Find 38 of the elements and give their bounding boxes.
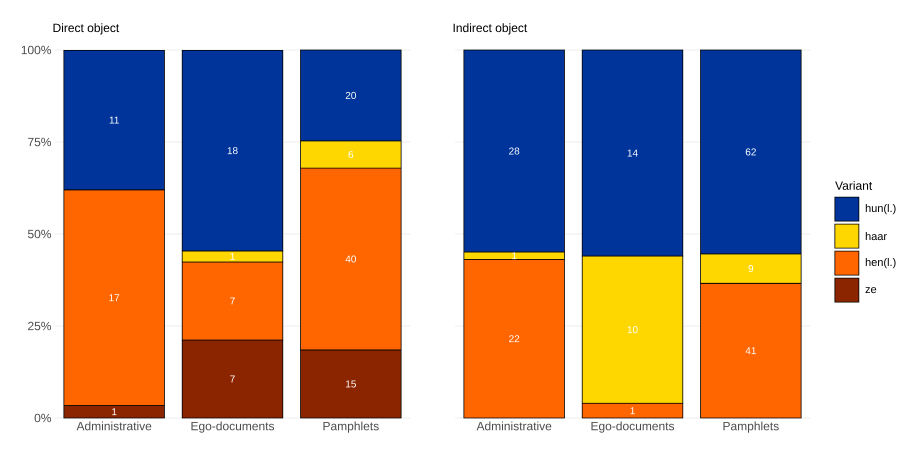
y-tick-label: 75%: [28, 138, 52, 146]
y-tick-label: 100%: [22, 46, 52, 54]
annotation: 6: [348, 150, 354, 158]
annotation: 28: [509, 147, 520, 155]
annotation: 7: [230, 298, 235, 304]
annotation: 1: [512, 252, 516, 260]
annotation: 41: [746, 347, 756, 354]
annotation: 15: [346, 380, 356, 388]
annotation: 1: [630, 407, 635, 414]
x-tick-label: Administrative: [76, 422, 152, 430]
annotation: 18: [228, 147, 238, 154]
y-tick-label: 0%: [34, 414, 52, 422]
annotation: 20: [346, 92, 356, 99]
annotation: 40: [346, 255, 356, 263]
annotation: 22: [509, 335, 520, 342]
legend-title: Variant: [835, 181, 872, 190]
annotation: 7: [230, 376, 235, 382]
x-tick-label: Ego-documents: [591, 422, 674, 433]
y-tick-label: 50%: [28, 230, 52, 238]
annotation: 11: [110, 116, 119, 124]
legend-label: haar: [866, 232, 887, 240]
annotation: 10: [628, 326, 638, 334]
annotation: 62: [746, 148, 756, 156]
annotation: 14: [628, 150, 638, 156]
annotation: 1: [112, 408, 116, 416]
chart-title: Indirect object: [454, 23, 528, 34]
annotation: 9: [748, 265, 754, 272]
chart-title: Direct object: [54, 23, 120, 34]
annotation: 1: [230, 253, 235, 260]
legend-label: ze: [866, 287, 876, 294]
legend-label: hen(l.): [866, 258, 896, 268]
x-tick-label: Pamphlets: [723, 422, 779, 433]
legend-label: hun(l.): [866, 204, 896, 214]
y-tick-label: 25%: [28, 322, 52, 330]
annotation: 17: [109, 294, 120, 302]
x-tick-label: Administrative: [476, 422, 552, 430]
x-tick-label: Pamphlets: [323, 422, 379, 433]
x-tick-label: Ego-documents: [191, 422, 274, 433]
